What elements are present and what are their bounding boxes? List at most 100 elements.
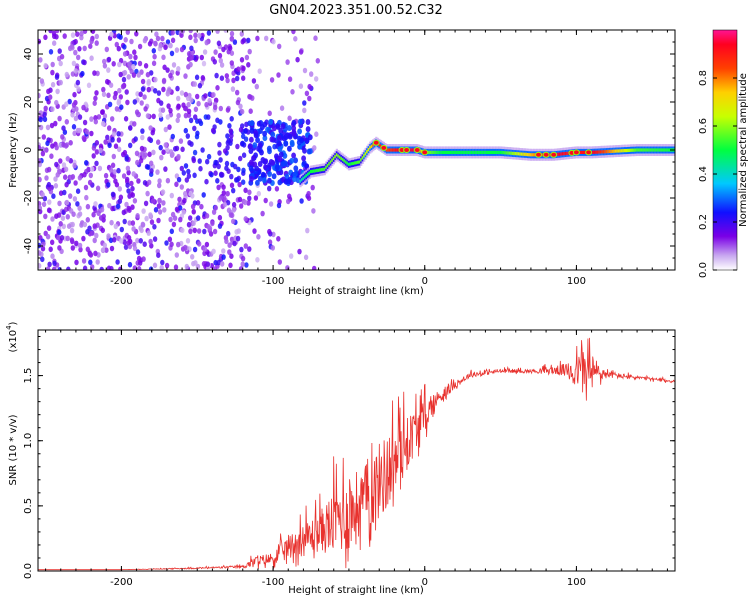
spectrogram-cell [251, 78, 257, 84]
spectrogram-cell [120, 83, 126, 90]
spectrogram-cell [301, 155, 306, 162]
spectrogram-cell [57, 245, 62, 251]
spectrogram-cell [274, 164, 280, 171]
spectrogram-cell [206, 114, 211, 120]
spectrogram-cell [240, 140, 245, 147]
track-core [325, 165, 328, 169]
spectrogram-cell [307, 134, 313, 141]
colorbar-label: Normalized spectral amplitude [738, 73, 749, 227]
track-core [663, 148, 666, 152]
spectrogram-cell [131, 72, 137, 78]
spectrogram-cell [107, 202, 112, 209]
spectrogram-cell [139, 100, 144, 106]
spectrogram-cell [243, 128, 248, 134]
spectrogram-cell [239, 57, 245, 63]
spectrogram-cell [64, 199, 70, 206]
spectrogram-cell [287, 133, 293, 140]
spectrogram-cell [122, 51, 128, 57]
spectrogram-cell [163, 166, 168, 172]
spectrogram-cell [215, 178, 220, 184]
spectrogram-cell [247, 246, 252, 252]
spectrogram-cell [122, 239, 127, 245]
spectrogram-cell [43, 34, 48, 41]
spectrogram-cell [91, 153, 96, 159]
track-core [627, 148, 630, 153]
spectrogram-cell [131, 171, 136, 177]
spectrogram-cell [79, 30, 84, 37]
spectrogram-cell [231, 77, 236, 84]
spectrogram-cell [49, 122, 55, 129]
spectrogram-cell [140, 221, 145, 228]
track-core [648, 148, 651, 152]
spectrogram-cell [43, 105, 48, 112]
track-core [592, 150, 595, 154]
track-peak [421, 149, 429, 156]
spectrogram-cell [168, 42, 173, 49]
x-tick-label: 0 [422, 276, 428, 287]
spectrogram-cell [112, 169, 117, 175]
spectrogram-cell [123, 244, 129, 250]
track-core [385, 148, 388, 152]
track-core [479, 150, 483, 154]
spectrogram-cell [186, 51, 192, 57]
spectrogram-cell [193, 114, 198, 120]
spectrogram-cell [241, 152, 247, 158]
spectrogram-cell [134, 109, 140, 115]
spectrogram-cell [160, 259, 165, 266]
spectrogram-cell [217, 214, 223, 221]
spectrogram-cell [263, 164, 268, 171]
spectrogram-cell [132, 99, 137, 105]
spectrogram-cell [129, 180, 134, 187]
spectrogram-cell [82, 45, 87, 52]
spectrogram-cell [256, 120, 262, 127]
spectrogram-cell [196, 215, 201, 221]
spectrogram-cell [59, 235, 65, 241]
spectrogram-cell [161, 200, 166, 206]
spectrogram-cell [249, 136, 254, 143]
spectrogram-cell [249, 175, 254, 182]
spectrogram-cell [44, 175, 49, 181]
spectrogram-cell [40, 146, 45, 152]
spectrogram-cell [102, 63, 108, 69]
spectrogram-cell [94, 140, 100, 146]
spectrogram-cell [262, 177, 267, 184]
spectrogram-cell [64, 71, 70, 78]
track-core [605, 150, 608, 154]
spectrogram-cell [295, 177, 301, 184]
spectrogram-cell [228, 128, 233, 134]
spectrogram-cell [286, 198, 291, 205]
spectrogram-cell [122, 44, 127, 50]
spectrogram-cell [117, 186, 123, 192]
spectrogram-cell [69, 43, 75, 50]
spectrogram-cell [247, 189, 252, 196]
spectrogram-cell [252, 228, 257, 234]
spectrogram-cell [77, 175, 83, 181]
spectrogram-cell [85, 246, 91, 253]
x-tick-label: 0 [422, 577, 428, 588]
spectrogram-cell [100, 109, 106, 115]
track-core [303, 175, 307, 179]
track-core [637, 148, 640, 152]
spectrogram-cell [293, 157, 298, 164]
spectrogram-cell [73, 68, 79, 74]
spectrogram-cell [247, 195, 252, 202]
spectrogram-cell [82, 171, 87, 178]
snr-scale-suffix: ) [8, 321, 19, 325]
track-core [655, 148, 658, 152]
spectrogram-cell [181, 170, 186, 176]
spectrogram-cell [240, 261, 245, 268]
snr-plot-area [38, 337, 675, 571]
spectrogram-cell [183, 127, 188, 134]
spectrogram-cell [58, 158, 63, 164]
spectrogram-cell [145, 71, 151, 78]
spectrogram-cell [105, 134, 110, 141]
spectrogram-cell [134, 150, 140, 157]
track-core [593, 150, 596, 154]
spectrogram-cell [142, 180, 148, 186]
spectrogram-cell [44, 147, 49, 153]
spectrogram-cell [228, 262, 233, 269]
spectrogram-cell [128, 125, 133, 131]
track-core [328, 162, 331, 166]
spectrogram-cell [225, 107, 231, 113]
